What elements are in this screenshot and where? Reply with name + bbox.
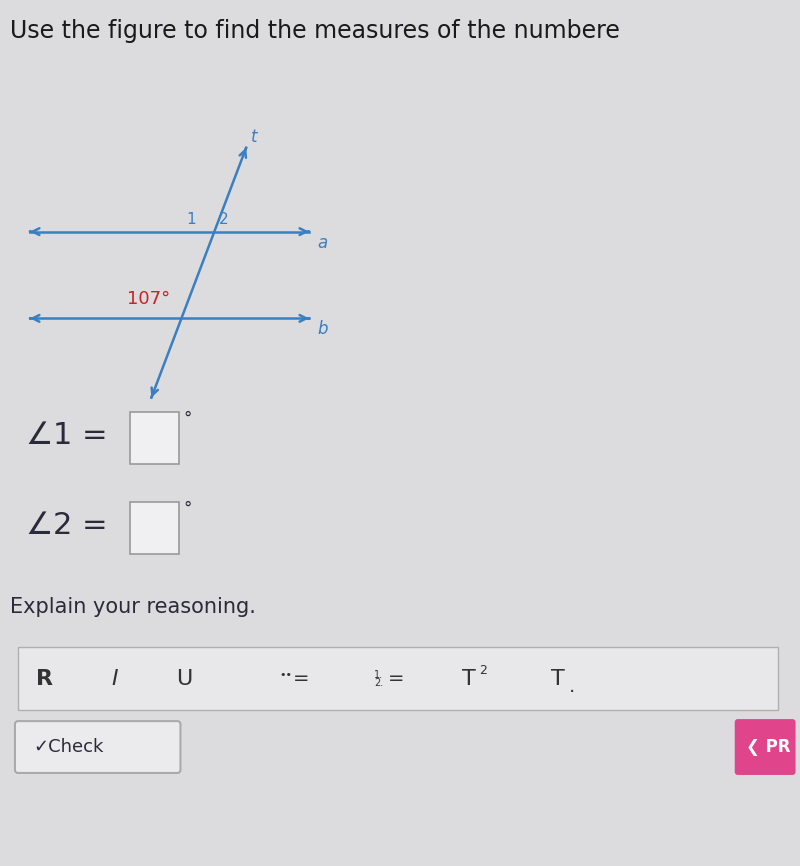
Text: ✓Check: ✓Check [33,738,103,756]
Text: 2: 2 [219,211,229,227]
Text: 1.: 1. [374,669,383,680]
Text: T: T [462,669,475,688]
Text: $\angle$1 =: $\angle$1 = [25,422,106,450]
Text: Use the figure to find the measures of the numbere: Use the figure to find the measures of t… [10,19,620,43]
Text: .: . [570,677,575,696]
FancyBboxPatch shape [734,719,795,775]
Text: U: U [176,669,193,688]
FancyBboxPatch shape [15,721,181,773]
Text: $\angle$2 =: $\angle$2 = [25,511,106,540]
Text: b: b [317,320,327,339]
Text: 2: 2 [479,664,487,677]
Text: 107°: 107° [126,290,170,308]
FancyBboxPatch shape [130,412,179,464]
FancyBboxPatch shape [130,501,179,553]
Text: ••: •• [279,669,292,680]
Text: Explain your reasoning.: Explain your reasoning. [10,598,256,617]
Text: T: T [551,669,565,688]
Text: R: R [36,669,54,688]
Text: I: I [111,669,118,688]
Text: 2.: 2. [374,678,383,688]
Text: °: ° [183,500,192,518]
Text: ❮ PR: ❮ PR [746,738,790,756]
Text: =: = [293,669,310,688]
Text: 1: 1 [186,211,196,227]
Text: t: t [251,128,258,145]
Text: =: = [388,669,404,688]
Text: a: a [317,234,327,252]
FancyBboxPatch shape [18,648,778,710]
Text: °: ° [183,410,192,428]
